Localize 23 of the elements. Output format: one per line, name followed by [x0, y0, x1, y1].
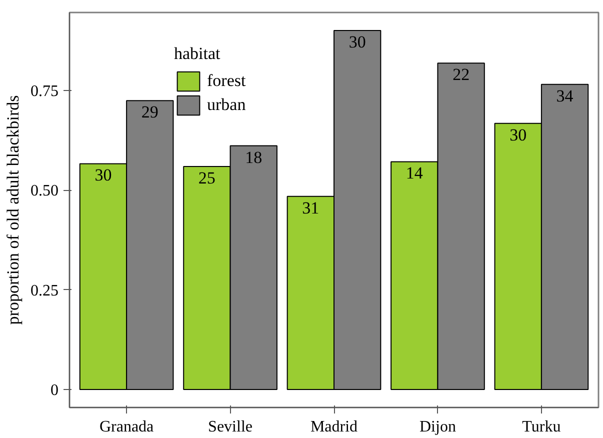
annotation: 31: [302, 198, 320, 218]
legend-title: habitat: [174, 44, 222, 64]
annotation: 25: [198, 168, 216, 188]
legend-label: forest: [207, 70, 246, 92]
y-tick-label: 0.75: [30, 82, 58, 100]
annotation: 30: [510, 125, 527, 144]
y-tick-label: 0.25: [30, 282, 58, 300]
x-tick-label: Seville: [208, 418, 252, 436]
annotation: 30: [348, 32, 366, 52]
annotation: 30: [94, 166, 112, 185]
annotation: 22: [452, 65, 470, 84]
x-tick-label: Dijon: [420, 418, 456, 436]
annotation: 29: [141, 102, 158, 122]
y-tick-label: 0.50: [30, 182, 58, 200]
y-axis-title: proportion of old adult blackbirds: [4, 95, 22, 325]
x-tick-label: Madrid: [310, 418, 358, 436]
x-tick-label: Granada: [99, 418, 154, 436]
annotation: 14: [406, 164, 424, 183]
annotation: 18: [245, 148, 262, 167]
x-tick-label: Turku: [522, 418, 561, 436]
annotation: 34: [556, 86, 574, 106]
y-tick-label: 0: [50, 382, 58, 400]
legend-label: urban: [207, 94, 246, 116]
